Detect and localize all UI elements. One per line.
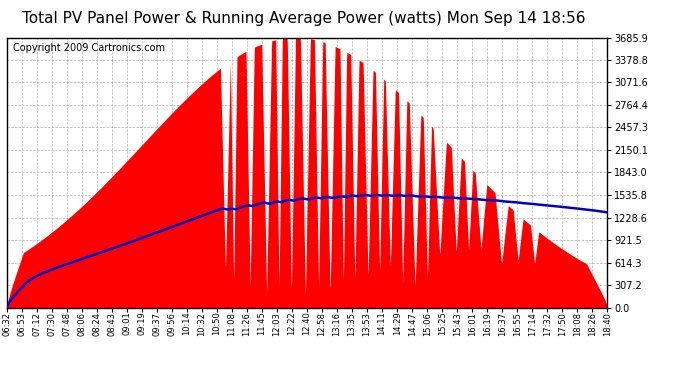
- Text: Total PV Panel Power & Running Average Power (watts) Mon Sep 14 18:56: Total PV Panel Power & Running Average P…: [22, 11, 585, 26]
- Text: Copyright 2009 Cartronics.com: Copyright 2009 Cartronics.com: [13, 43, 165, 53]
